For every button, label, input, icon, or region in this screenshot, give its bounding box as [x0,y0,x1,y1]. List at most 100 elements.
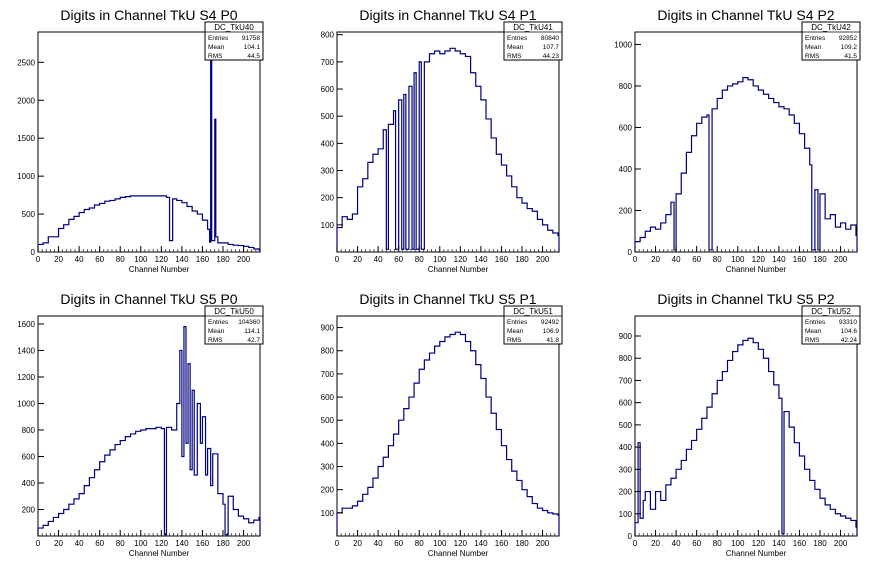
stats-value-rms: 42.7 [247,337,260,344]
stats-value-entries: 93310 [839,319,857,326]
x-tick-label: 20 [54,255,63,264]
stats-label-mean: Mean [208,44,225,51]
x-tick-label: 100 [731,539,745,548]
x-tick-label: 40 [374,255,383,264]
x-tick-label: 0 [335,255,340,264]
y-tick-label: 300 [321,167,335,176]
y-tick-label: 400 [22,479,36,488]
stats-label-mean: Mean [208,328,225,335]
histogram-panel-5: Digits in Channel TkU S5 P2 0 20 40 60 80 100 1… [619,291,861,558]
x-tick-label: 0 [633,255,638,264]
stats-label-rms: RMS [507,337,522,344]
x-tick-label: 180 [813,255,827,264]
x-axis-label: Channel Number [129,265,190,274]
stats-box-frame [503,305,563,345]
y-tick-label: 100 [619,510,633,519]
x-tick-label: 200 [536,539,550,548]
x-axis-label: Channel Number [726,265,787,274]
stats-box: DC_TkU41 Entries 80840 Mean 107.7 RMS 44.23 [503,21,563,61]
x-tick-label: 160 [196,539,210,548]
y-tick-label: 500 [321,416,335,425]
stats-box-frame [801,305,861,345]
stats-label-mean: Mean [805,328,822,335]
x-tick-label: 180 [813,539,827,548]
y-tick-label: 600 [321,393,335,402]
x-tick-label: 160 [495,539,509,548]
x-tick-label: 160 [495,255,509,264]
y-tick-label: 200 [321,486,335,495]
x-tick-label: 60 [692,255,701,264]
x-tick-label: 120 [454,255,468,264]
histogram-series [634,77,858,252]
plot-frame [336,315,560,537]
x-tick-label: 60 [95,255,104,264]
stats-box-frame [503,21,563,61]
x-tick-label: 40 [75,255,84,264]
y-tick-label: 1400 [17,346,35,355]
y-tick-label: 800 [619,82,633,91]
x-tick-label: 0 [335,539,340,548]
y-tick-label: 200 [321,194,335,203]
y-tick-label: 800 [619,354,633,363]
stats-histogram-name: DC_TkU52 [811,307,851,316]
x-tick-label: 80 [713,255,722,264]
chart-title: Digits in Channel TkU S5 P0 [60,291,237,307]
stats-histogram-name: DC_TkU40 [214,23,254,32]
plot-frame [336,31,560,253]
stats-value-entries: 92852 [839,35,857,42]
x-tick-label: 140 [175,255,189,264]
x-tick-label: 140 [772,539,786,548]
y-tick-label: 700 [321,58,335,67]
stats-value-entries: 91758 [242,35,260,42]
stats-histogram-name: DC_TkU51 [513,307,553,316]
y-tick-label: 600 [619,399,633,408]
x-tick-label: 180 [216,255,230,264]
stats-label-entries: Entries [805,35,826,42]
x-tick-label: 20 [651,539,660,548]
x-tick-label: 140 [772,255,786,264]
x-tick-label: 20 [353,539,362,548]
x-tick-label: 20 [353,255,362,264]
x-tick-label: 80 [415,539,424,548]
x-axis-label: Channel Number [428,549,489,558]
histogram-panel-3: Digits in Channel TkU S5 P0 0 20 40 60 80 100 1… [17,291,264,558]
y-tick-label: 0 [628,532,633,541]
stats-label-entries: Entries [208,319,229,326]
chart-title: Digits in Channel TkU S4 P0 [60,7,237,23]
x-tick-label: 200 [834,255,848,264]
x-tick-label: 160 [196,255,210,264]
y-tick-label: 200 [22,505,36,514]
y-tick-label: 1500 [17,134,35,143]
x-tick-label: 40 [672,539,681,548]
x-tick-label: 0 [633,539,638,548]
x-tick-label: 0 [36,539,41,548]
stats-value-mean: 107.7 [543,44,560,51]
x-tick-label: 200 [536,255,550,264]
histogram-panel-2: Digits in Channel TkU S4 P2 0 20 40 60 80 100 1… [614,7,861,274]
y-tick-label: 800 [321,31,335,40]
stats-histogram-name: DC_TkU41 [513,23,553,32]
stats-label-mean: Mean [507,328,524,335]
x-tick-label: 40 [75,539,84,548]
x-tick-label: 80 [713,539,722,548]
y-tick-label: 500 [22,210,36,219]
y-tick-label: 500 [321,112,335,121]
x-tick-label: 60 [95,539,104,548]
stats-value-mean: 114.1 [244,328,260,335]
histogram-series [336,331,560,536]
histogram-series [336,47,560,252]
chart-title: Digits in Channel TkU S5 P1 [359,291,536,307]
x-axis-label: Channel Number [726,549,787,558]
plot-frame [37,315,261,537]
x-tick-label: 100 [731,255,745,264]
x-tick-label: 20 [651,255,660,264]
stats-box-frame [801,21,861,61]
x-tick-label: 180 [515,539,529,548]
stats-label-mean: Mean [805,44,822,51]
chart-title: Digits in Channel TkU S4 P2 [657,7,834,23]
stats-value-rms: 42.24 [841,337,858,344]
y-tick-label: 900 [619,332,633,341]
x-tick-label: 200 [834,539,848,548]
stats-box-frame [204,305,264,345]
